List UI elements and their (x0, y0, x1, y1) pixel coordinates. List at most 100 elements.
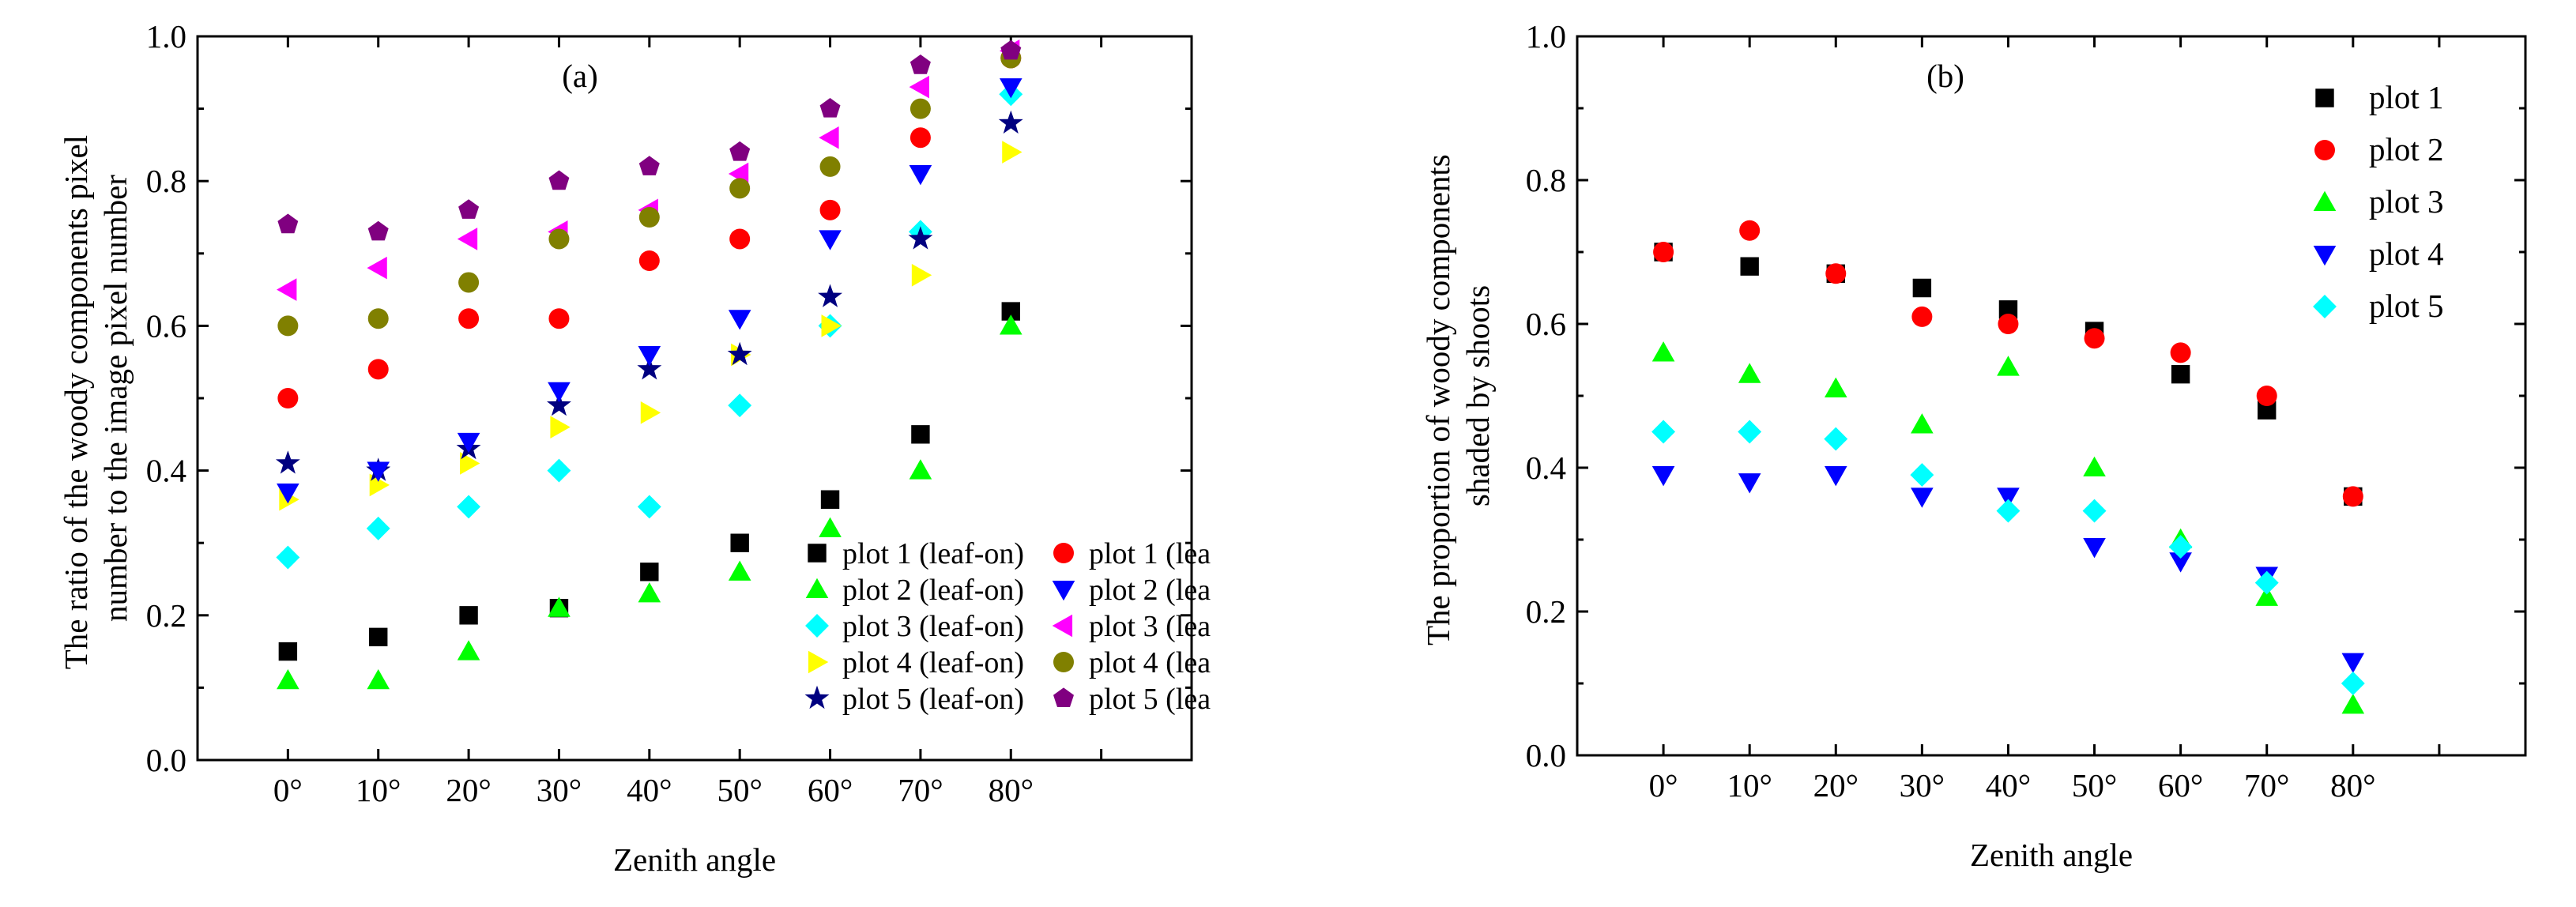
legend-item-plot-4-3: plot 4 (2313, 235, 2444, 272)
data-point (2341, 694, 2365, 714)
data-point (821, 314, 842, 337)
legend-label: plot 3 (2369, 183, 2444, 220)
x-tick-label: 20° (446, 772, 491, 808)
data-point (1996, 499, 2021, 523)
data-point (2082, 499, 2107, 523)
legend-item-plot-1-lea-5: plot 1 (lea (1053, 537, 1211, 570)
legend-label: plot 2 (leaf-on) (842, 574, 1024, 607)
data-point (1001, 302, 1020, 321)
legend-item-plot-3-leaf-on-2: plot 3 (leaf-on) (805, 610, 1024, 643)
series-plot-2-leaf-on-1 (277, 314, 1022, 690)
x-tick-label: 30° (537, 772, 582, 808)
x-tick-label: 10° (1727, 767, 1772, 804)
data-point (367, 359, 389, 380)
legend-marker (2315, 88, 2334, 107)
panel-a-x-tick-labels: 0° 10° 20° 30° 40° 50° 60° 70° 80° (273, 772, 1034, 808)
legend-marker (804, 685, 830, 709)
x-tick-label: 60° (808, 772, 853, 808)
panel-a-legend: plot 1 (leaf-on)plot 2 (leaf-on)plot 3 (… (804, 537, 1211, 716)
series-plot-2-lea-6 (277, 78, 1022, 504)
data-point (638, 156, 660, 175)
panel-a-ticks (196, 35, 1193, 762)
panel-b-x-tick-labels: 0° 10° 20° 30° 40° 50° 60° 70° 80° (1649, 767, 2376, 804)
data-point (367, 220, 389, 241)
data-point (277, 668, 299, 690)
data-point (728, 560, 751, 581)
data-point (1740, 257, 1759, 276)
data-point (547, 392, 571, 416)
data-point (819, 156, 841, 177)
x-tick-label: 20° (1813, 767, 1859, 804)
data-point (729, 228, 751, 250)
x-tick-label: 30° (1900, 767, 1945, 804)
data-point (2342, 486, 2363, 507)
y-tick-label: 1.0 (146, 18, 186, 55)
panel-b-y-axis-title: The proportion of woody components shade… (1420, 146, 1496, 645)
legend-item-plot-4-leaf-on-3: plot 4 (leaf-on) (808, 646, 1024, 679)
data-point (2254, 570, 2279, 595)
legend-item-plot-3-2: plot 3 (2313, 183, 2444, 220)
data-point (1911, 306, 1933, 327)
y-tick-label: 0.6 (146, 307, 186, 344)
data-point (548, 308, 570, 329)
panel-a-y-axis-title-line-1: The ratio of the woody components pixel (58, 135, 94, 669)
data-point (1738, 473, 1761, 494)
data-point (1824, 466, 1847, 487)
data-point (819, 98, 841, 118)
legend-marker (2313, 295, 2337, 318)
data-point (548, 382, 571, 403)
legend-item-plot-2-lea-6: plot 2 (lea (1052, 574, 1211, 607)
data-point (548, 597, 571, 617)
data-point (1651, 341, 1675, 362)
panel-a-plot-frame (196, 35, 1193, 762)
legend-label: plot 4 (lea (1089, 646, 1211, 679)
panel-b-ticks (1576, 35, 2527, 757)
data-point (2083, 456, 2106, 477)
data-point (276, 545, 300, 570)
data-point (1000, 40, 1022, 60)
data-point (2256, 386, 2277, 406)
y-tick-label: 0.2 (146, 597, 186, 634)
data-point (819, 126, 839, 149)
panel-a-chart: 0.0 0.2 0.4 0.6 0.8 1.0 0° 10° 20° 30° 40° 50° 60° 7… (58, 18, 1211, 878)
legend-marker (805, 578, 829, 599)
data-point (1824, 427, 1848, 451)
legend-label: plot 3 (leaf-on) (842, 610, 1024, 643)
data-point (2083, 538, 2106, 559)
y-tick-label: 0.2 (1526, 593, 1566, 630)
legend-item-plot-3-lea-7: plot 3 (lea (1052, 610, 1211, 643)
data-point (2255, 585, 2279, 606)
data-point (548, 228, 570, 250)
series-plot-1-leaf-on-0 (278, 302, 1020, 661)
data-point (999, 314, 1022, 335)
legend-marker (2313, 190, 2337, 212)
data-point (367, 668, 390, 690)
data-point (2171, 365, 2190, 384)
data-point (547, 458, 571, 483)
panel-a-y-axis-title-line-2: number to the image pixel number (97, 175, 134, 622)
series-plot-5-lea-9 (277, 40, 1022, 241)
series-plot-4-lea-8 (277, 47, 1022, 337)
x-tick-label: 40° (1986, 767, 2031, 804)
x-tick-label: 50° (717, 772, 762, 808)
legend-item-plot-1-leaf-on-0: plot 1 (leaf-on) (808, 537, 1024, 570)
y-tick-label: 0.0 (1526, 737, 1566, 773)
panel-b-x-axis-title: Zenith angle (1970, 837, 2133, 873)
data-point (366, 516, 390, 540)
panel-b-data-points (1651, 220, 2365, 714)
panel-b-label: (b) (1926, 58, 1964, 94)
panel-a-x-axis-title: Zenith angle (613, 841, 776, 878)
legend-marker (1053, 687, 1074, 707)
data-point (638, 207, 660, 228)
legend-marker (1053, 652, 1074, 672)
data-point (1651, 420, 1676, 444)
legend-label: plot 1 (leaf-on) (842, 537, 1024, 570)
data-point (2170, 342, 2191, 363)
data-point (457, 432, 480, 454)
legend-item-plot-2-leaf-on-1: plot 2 (leaf-on) (805, 574, 1024, 607)
legend-item-plot-5-4: plot 5 (2313, 288, 2444, 324)
x-tick-label: 70° (2244, 767, 2289, 804)
y-tick-label: 0.8 (1526, 162, 1566, 198)
data-point (1911, 487, 1934, 508)
